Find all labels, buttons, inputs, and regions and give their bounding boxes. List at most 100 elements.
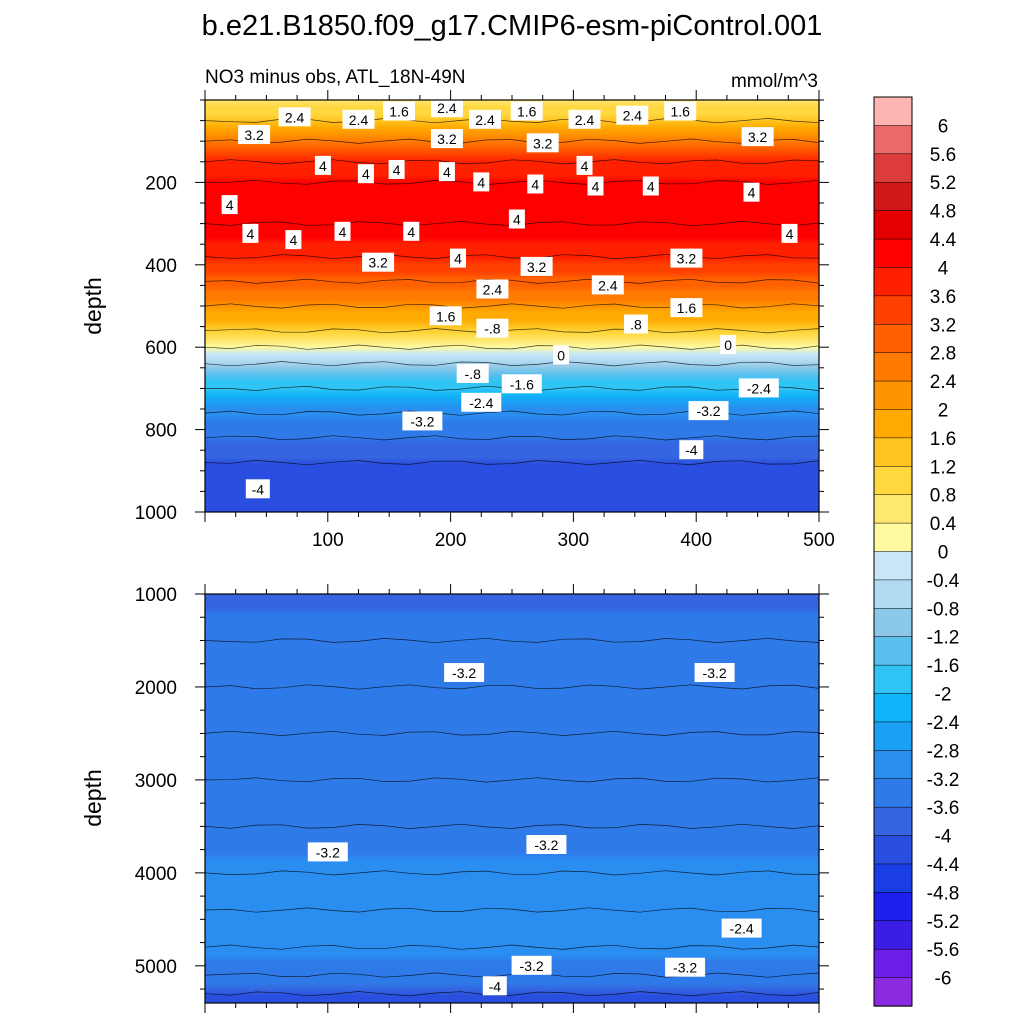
contour-label: 4	[334, 221, 351, 241]
contour-line	[204, 460, 820, 466]
contour-label-text: 3.2	[368, 255, 388, 271]
colorbar-swatch	[873, 948, 913, 979]
contour-label-box	[624, 314, 648, 334]
colorbar-label: 2.4	[930, 372, 957, 393]
contour-label-box	[510, 101, 543, 121]
contour-label-box	[476, 318, 509, 338]
colorbar-label: 2.8	[930, 344, 956, 365]
contour-label-box	[430, 129, 463, 149]
contour-label-box	[670, 248, 703, 268]
contour-line	[204, 361, 820, 367]
colorbar-label: 4.8	[930, 202, 956, 223]
colorbar-swatch	[873, 437, 913, 467]
colorbar-swatch	[873, 522, 913, 553]
contour-label: 4	[576, 155, 593, 175]
contour-label-text: -3.2	[316, 844, 340, 860]
contour-label: 4	[743, 182, 760, 202]
contour-label-box	[482, 976, 507, 996]
contour-label-text: 2.4	[285, 109, 305, 125]
colorbar-swatch	[873, 636, 913, 666]
x-tick-label: 200	[435, 530, 467, 551]
contour-label: 4	[473, 172, 490, 192]
colorbar-frame	[873, 96, 913, 1007]
y-tick-label: 1000	[135, 585, 177, 606]
contour-label: -3.2	[665, 957, 706, 977]
contour-label-box	[444, 663, 485, 682]
y-tick-label: 200	[145, 173, 177, 194]
contour-label-box	[642, 176, 659, 196]
contour-label: -3.2	[511, 955, 552, 975]
contour-label: -1.6	[501, 374, 542, 394]
contour-label-text: 3.2	[533, 135, 553, 151]
y-tick-label: 600	[145, 338, 177, 359]
contour-label-text: -3.2	[452, 665, 476, 681]
contour-line	[204, 684, 820, 690]
contour-label-box	[357, 164, 374, 184]
contour-label: 4	[587, 176, 604, 196]
contour-label: -3.2	[688, 401, 729, 421]
contour-label-box	[688, 401, 729, 421]
contour-label-box	[469, 109, 501, 129]
colorbar-label: -4.8	[927, 883, 960, 904]
colorbar-swatch	[873, 324, 913, 354]
contour-label: 3.2	[430, 129, 463, 149]
contour-label: 3.2	[362, 252, 395, 272]
y-tick-label: 2000	[135, 678, 177, 699]
contour-label: 2.4	[469, 109, 501, 129]
contour-label-box	[430, 98, 463, 118]
contour-line	[204, 159, 820, 165]
contour-label-box	[278, 107, 311, 127]
contour-label: 4	[221, 195, 238, 215]
contour-label-text: 4	[226, 197, 234, 213]
contour-label-box	[670, 298, 703, 318]
contour-label-text: 0	[557, 347, 565, 363]
contour-label-text: 4	[786, 226, 794, 242]
contour-label: 1.6	[429, 306, 462, 326]
contour-label-text: 4	[362, 166, 370, 182]
top-panel-contours	[204, 118, 820, 466]
contour-label-text: 0	[724, 337, 732, 353]
contour-label: 2.4	[568, 109, 601, 129]
contour-label-box	[383, 101, 415, 121]
colorbar-swatch	[873, 267, 913, 297]
bottom-panel-contour-labels: -3.2 -3.2 -3.2 -3.2 -2.4 -3.2 -3.2 -4	[307, 663, 762, 996]
contour-label: .8	[624, 314, 648, 334]
contour-label: 1.6	[664, 101, 697, 121]
contour-label-text: 4	[407, 224, 415, 240]
colorbar-label: -2.8	[927, 741, 960, 762]
contour-line	[204, 138, 820, 144]
contour-label-box	[334, 221, 351, 241]
colorbar-label: -0.4	[927, 571, 960, 592]
contour-label-box	[679, 440, 704, 460]
contour-label-box	[242, 223, 259, 243]
contour-label-box	[245, 479, 270, 499]
contour-label-box	[314, 155, 331, 175]
colorbar-swatch	[873, 806, 913, 837]
contour-label: 4	[781, 223, 798, 243]
contour-label: 4	[285, 230, 302, 250]
contour-label-text: 1.6	[670, 104, 690, 120]
colorbar-label: 0	[938, 543, 949, 564]
contour-label-text: 2.4	[623, 108, 643, 124]
contour-label-box	[527, 174, 544, 194]
contour-label-text: 4	[339, 224, 347, 240]
contour-label-text: 2.4	[437, 100, 457, 116]
colorbar-label: -2.4	[927, 713, 960, 734]
contour-label: -.8	[456, 364, 489, 383]
contour-label: 4	[438, 162, 455, 182]
contour-label-text: 3.2	[437, 131, 457, 147]
contour-label-text: 4	[477, 174, 485, 190]
colorbar-swatch	[873, 153, 913, 183]
contour-label-text: 1.6	[517, 104, 537, 120]
contour-label-box	[221, 195, 238, 215]
contour-line	[204, 278, 820, 284]
contour-label-box	[741, 127, 774, 147]
colorbar-swatch	[873, 693, 913, 723]
contour-label: 2.4	[476, 279, 509, 299]
contour-label-text: -4	[252, 481, 265, 497]
y-tick-label: 1000	[135, 503, 177, 524]
contour-label: 1.6	[383, 101, 415, 121]
top-panel-contour-labels: 3.2 2.4 2.4 1.6 2.4 2.4 1.6 2.4 2.4 1.6 3.2 3.2 3.2 4…	[221, 98, 798, 499]
contour-label-box	[450, 248, 466, 268]
contour-label: 2.4	[278, 107, 311, 127]
